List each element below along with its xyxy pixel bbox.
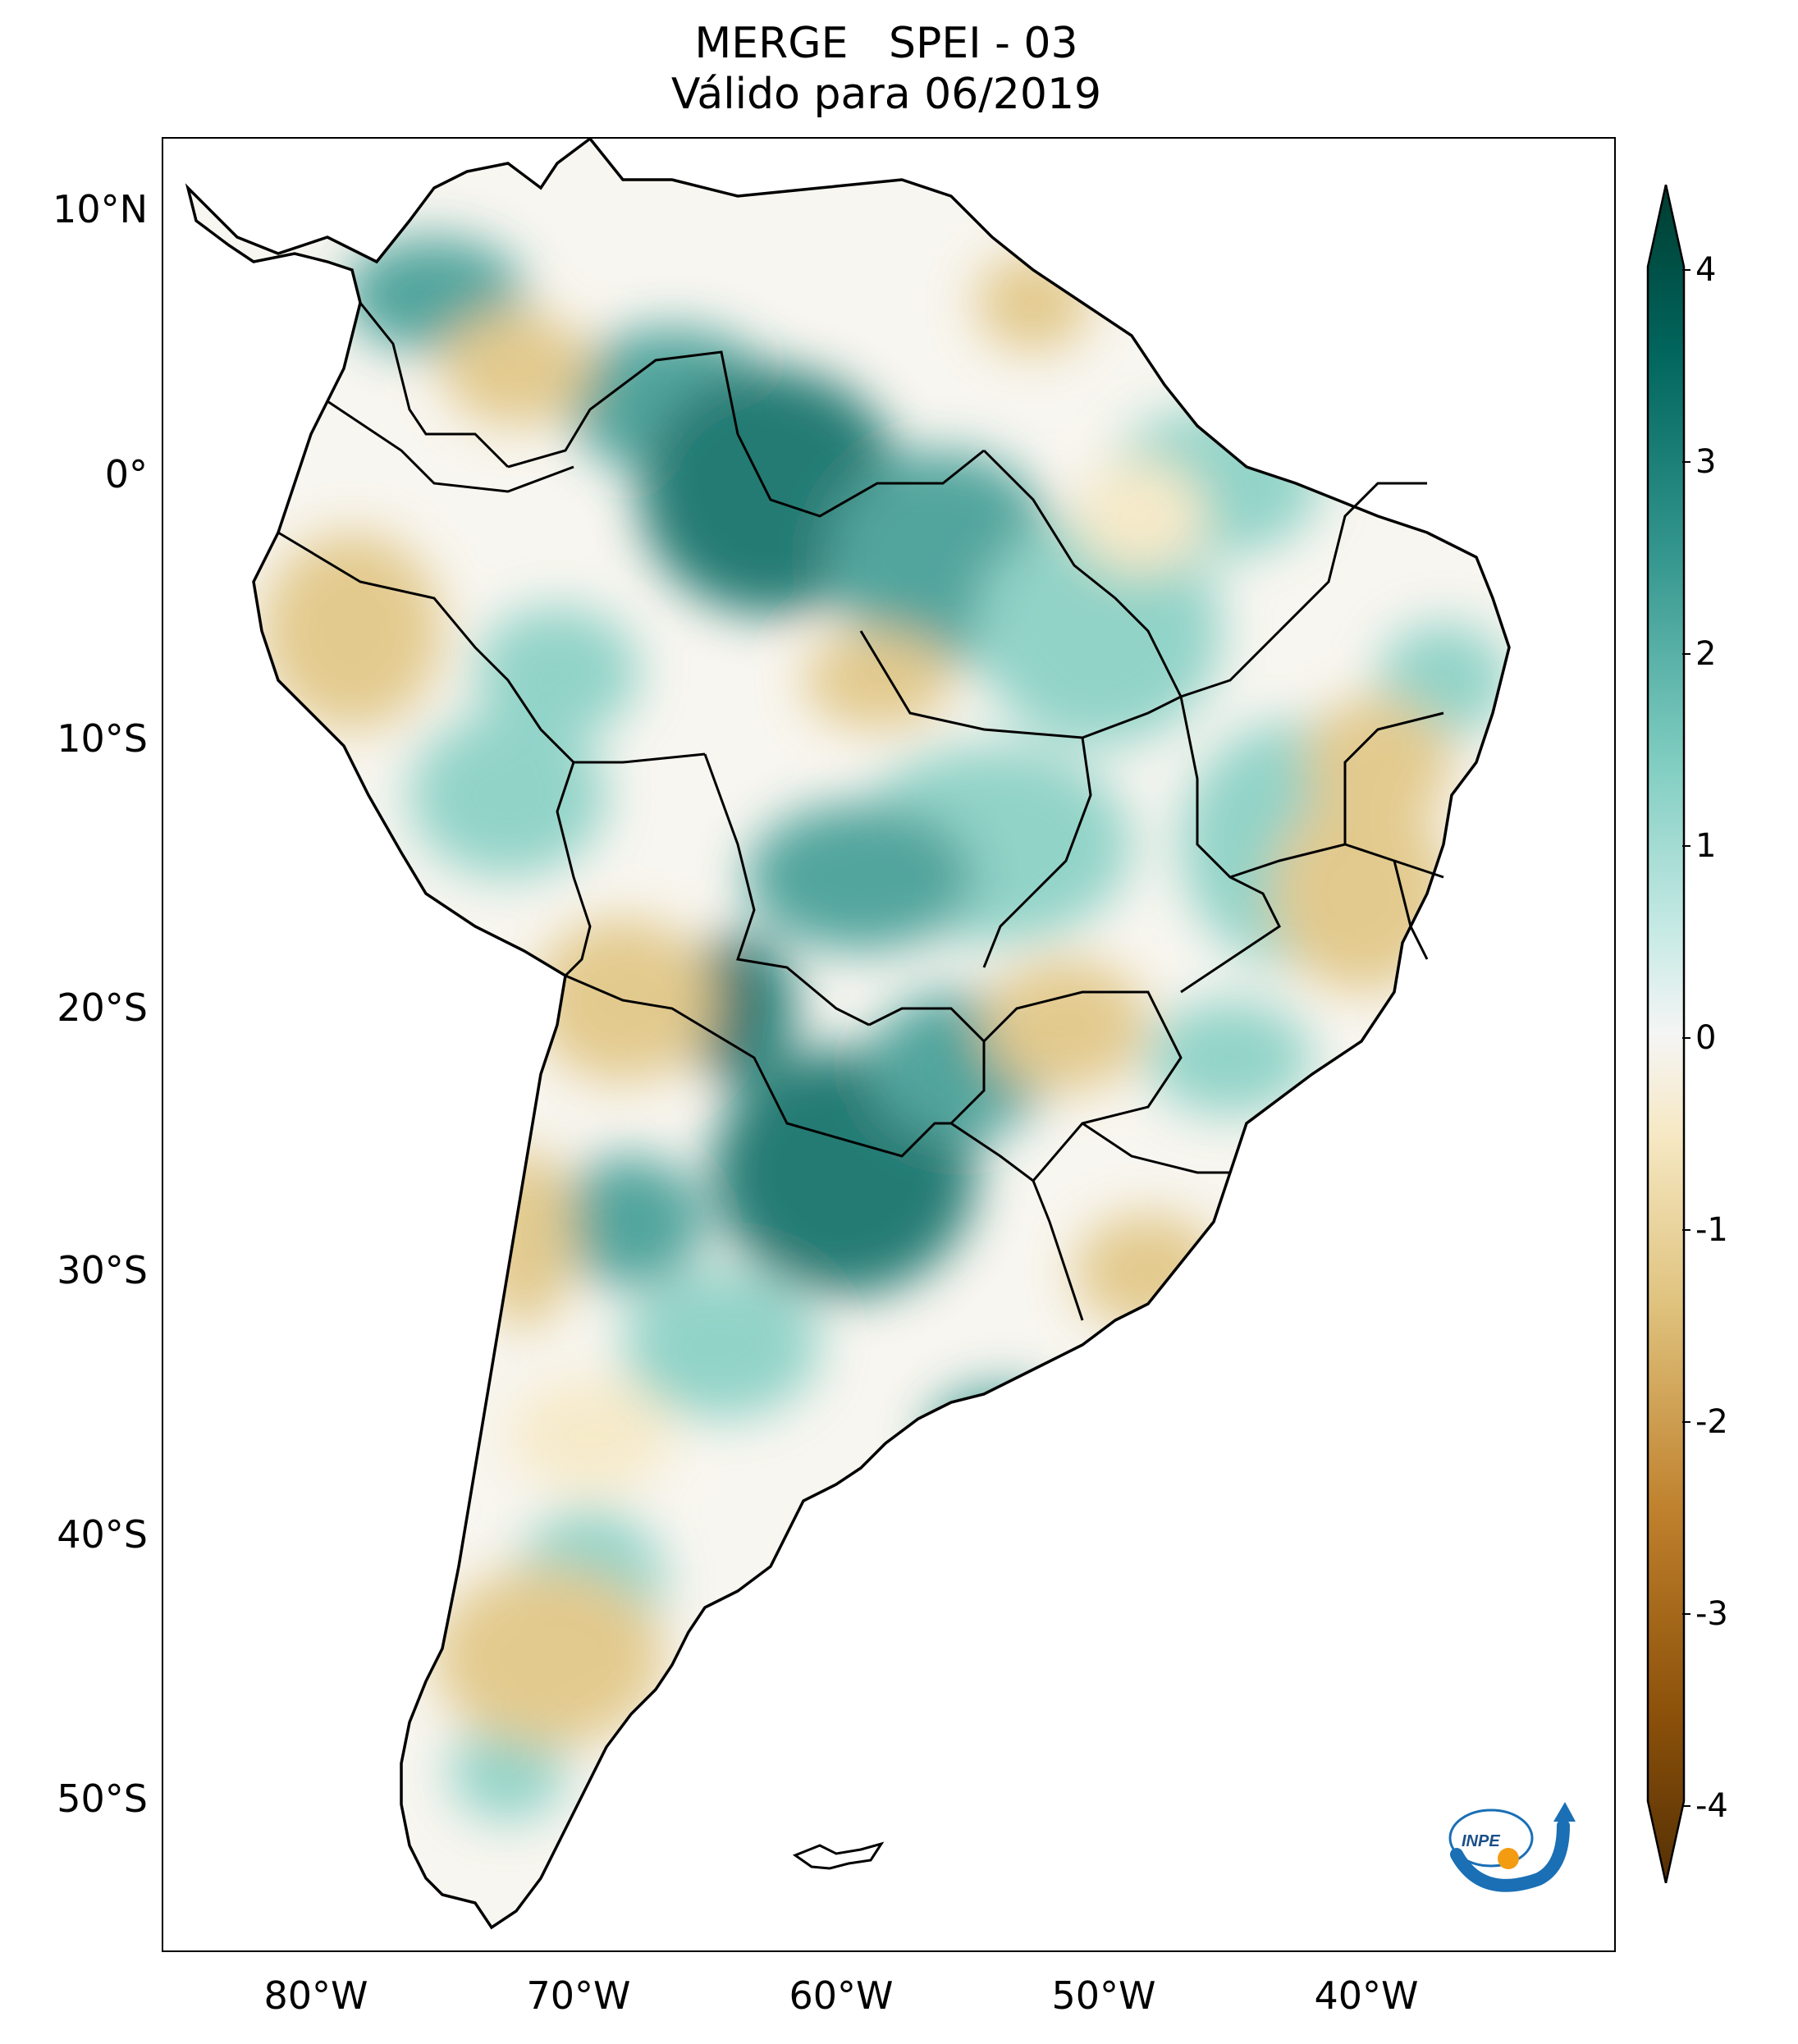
colorbar-tickmark [1682, 1037, 1690, 1039]
lon-label-50w: 50°W [1051, 1973, 1156, 2018]
colorbar [1646, 185, 1686, 1883]
lat-label-0: 0° [104, 452, 148, 496]
lat-label-40s: 40°S [57, 1512, 148, 1557]
lat-label-30s: 30°S [57, 1248, 148, 1292]
spei-field [262, 237, 1509, 1821]
colorbar-tickmark [1682, 1613, 1690, 1615]
colorbar-bar [1646, 185, 1686, 1883]
title-line-2: Válido para 06/2019 [670, 70, 1102, 119]
map-svg [186, 139, 1511, 1929]
colorbar-tickmark [1682, 1229, 1690, 1231]
colorbar-tick-1: 1 [1695, 827, 1717, 865]
colorbar-tick-minus4: -4 [1695, 1787, 1728, 1825]
lon-label-60w: 60°W [789, 1973, 894, 2018]
colorbar-tick-4: 4 [1695, 251, 1717, 289]
country-borders [277, 302, 1444, 1321]
colorbar-tickmark [1682, 269, 1690, 271]
colorbar-tickmark [1682, 1805, 1690, 1807]
colorbar-tick-3: 3 [1695, 443, 1717, 481]
inpe-logo: INPE [1448, 1802, 1576, 1892]
colorbar-tickmark [1682, 1421, 1690, 1423]
lon-label-80w: 80°W [263, 1973, 368, 2018]
lat-label-10s: 10°S [57, 716, 148, 761]
lat-label-10n: 10°N [53, 187, 148, 231]
colorbar-tick-0: 0 [1695, 1019, 1717, 1057]
colorbar-tick-2: 2 [1695, 635, 1717, 673]
falkland-islands [792, 1841, 885, 1870]
colorbar-tick-minus3: -3 [1695, 1595, 1728, 1633]
colorbar-tickmark [1682, 845, 1690, 847]
map-panel [162, 137, 1616, 1952]
title-line-1: MERGE SPEI - 03 [694, 19, 1078, 68]
colorbar-tickmark [1682, 653, 1690, 655]
lon-label-40w: 40°W [1314, 1973, 1419, 2018]
map-title: MERGE SPEI - 03 Válido para 06/2019 [0, 18, 1773, 120]
colorbar-tick-minus2: -2 [1695, 1403, 1728, 1441]
lat-label-20s: 20°S [57, 985, 148, 1030]
colorbar-tick-minus1: -1 [1695, 1211, 1728, 1249]
lat-label-50s: 50°S [57, 1776, 148, 1821]
lon-label-70w: 70°W [526, 1973, 631, 2018]
inpe-logo-text: INPE [1462, 1832, 1500, 1850]
colorbar-tickmark [1682, 461, 1690, 463]
